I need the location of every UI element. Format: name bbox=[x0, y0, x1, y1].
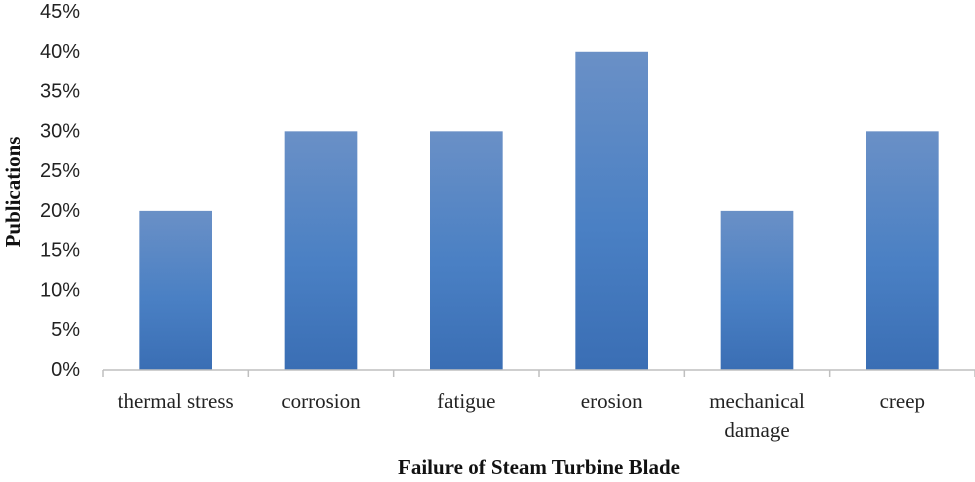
y-axis-title: Publications bbox=[1, 137, 25, 248]
bars bbox=[139, 51, 939, 371]
bar bbox=[284, 131, 358, 370]
x-category-label: erosion bbox=[581, 389, 643, 413]
y-tick-label: 35% bbox=[40, 81, 80, 103]
x-category-label: fatigue bbox=[437, 389, 495, 413]
y-tick-label: 45% bbox=[40, 1, 80, 23]
y-tick-label: 30% bbox=[40, 120, 80, 142]
x-category-label: thermal stress bbox=[118, 389, 234, 413]
x-category-label: mechanical damage bbox=[709, 389, 805, 442]
x-axis-category-labels: thermal stress corrosion fatigue erosion mec… bbox=[118, 389, 925, 442]
y-axis-ticks: 0% 5% 10% 15% 20% 25% 30% 35% 40% 45% bbox=[40, 1, 80, 381]
x-category-label: corrosion bbox=[281, 389, 361, 413]
y-tick-label: 15% bbox=[40, 240, 80, 262]
x-axis-title: Failure of Steam Turbine Blade bbox=[398, 455, 680, 479]
bar bbox=[430, 131, 503, 370]
x-axis-ticks bbox=[102, 370, 975, 377]
x-category-label: creep bbox=[880, 389, 925, 413]
y-tick-label: 20% bbox=[40, 200, 80, 222]
y-tick-label: 25% bbox=[40, 160, 80, 182]
bar bbox=[866, 131, 939, 370]
bar bbox=[139, 210, 212, 370]
y-tick-label: 0% bbox=[51, 359, 80, 381]
y-tick-label: 40% bbox=[40, 41, 80, 63]
y-tick-label: 5% bbox=[51, 319, 80, 341]
y-tick-label: 10% bbox=[40, 279, 80, 301]
bar bbox=[720, 210, 794, 370]
bar bbox=[575, 51, 648, 371]
